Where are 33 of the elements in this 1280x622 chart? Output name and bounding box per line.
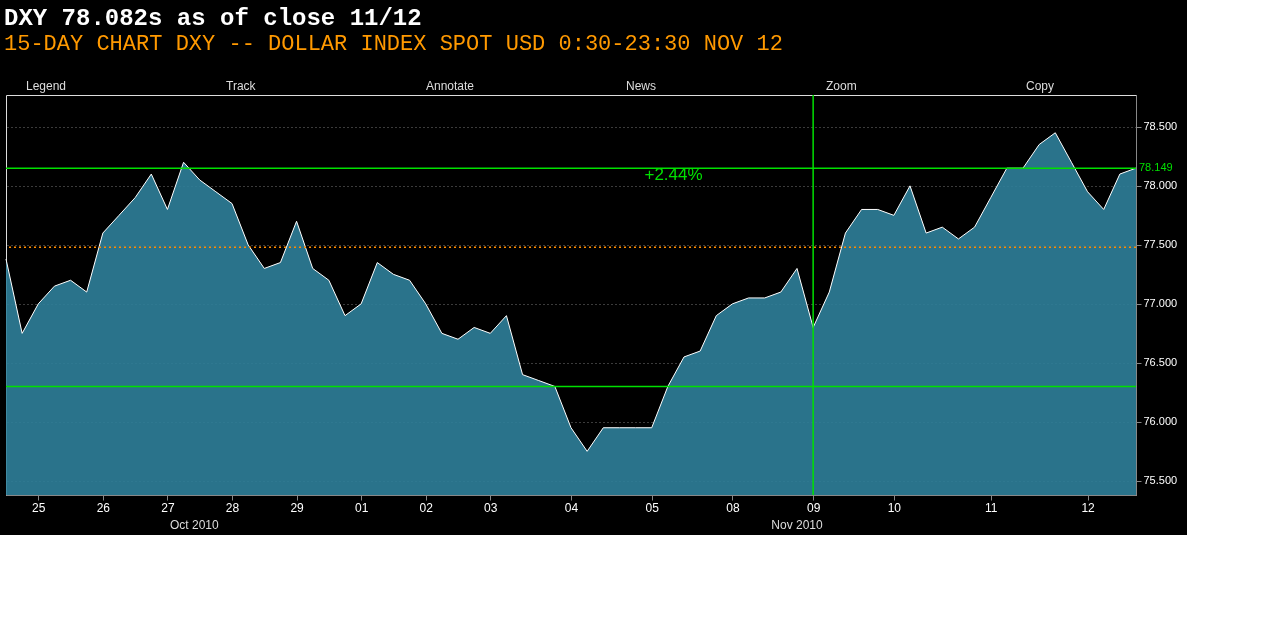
x-tick-label: 05 bbox=[645, 500, 660, 515]
x-tick-label: 12 bbox=[1081, 500, 1096, 515]
x-tick-label: 26 bbox=[96, 500, 111, 515]
y-tick-label: 76.000 bbox=[1143, 415, 1178, 428]
chart-subtitle: 15-DAY CHART DXY -- DOLLAR INDEX SPOT USD 0:30-23:30 NOV 12 bbox=[4, 32, 783, 57]
x-tick-label: 11 bbox=[984, 500, 998, 515]
x-tick-label: 02 bbox=[419, 500, 434, 515]
text: Annotate bbox=[426, 79, 475, 93]
text: Copy bbox=[1026, 79, 1055, 93]
text: Nov 2010 bbox=[771, 518, 824, 532]
x-tick-label: 04 bbox=[564, 500, 579, 515]
y-tick-label: 77.500 bbox=[1143, 238, 1178, 251]
text: Legend bbox=[26, 79, 67, 93]
chart-title: DXY 78.082s as of close 11/12 bbox=[4, 5, 422, 32]
y-tick-label: 75.500 bbox=[1143, 474, 1178, 487]
x-tick-label: 28 bbox=[225, 500, 240, 515]
y-tick-label: 78.000 bbox=[1143, 179, 1178, 192]
x-tick-label: 09 bbox=[806, 500, 821, 515]
x-tick-label: 10 bbox=[887, 500, 902, 515]
ref-line-label: 78.149 bbox=[1139, 161, 1173, 174]
text: Zoom bbox=[826, 79, 857, 93]
x-tick-label: 25 bbox=[32, 500, 46, 515]
text: News bbox=[626, 79, 657, 93]
text: Track bbox=[226, 79, 257, 93]
y-tick-label: 76.500 bbox=[1143, 356, 1178, 369]
text: Oct 2010 bbox=[169, 518, 220, 532]
y-tick-label: 78.500 bbox=[1143, 120, 1178, 133]
x-tick-label: 27 bbox=[161, 500, 175, 515]
x-tick-label: 08 bbox=[726, 500, 740, 515]
y-tick-label: 77.000 bbox=[1143, 297, 1178, 310]
x-tick-label: 29 bbox=[290, 500, 305, 515]
x-tick-label: 01 bbox=[354, 500, 369, 515]
x-tick-label: 03 bbox=[484, 500, 498, 515]
